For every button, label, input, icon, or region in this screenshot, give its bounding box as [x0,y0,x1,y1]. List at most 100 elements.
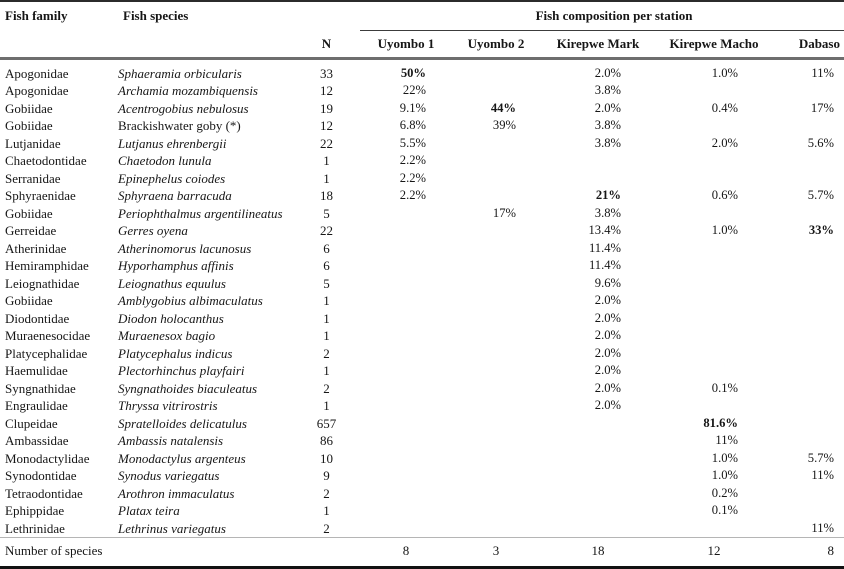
percent-value: 1.0% [711,450,738,465]
station-value-cell-dabaso [772,415,844,433]
species-cell: Atherinomorus lacunosus [118,240,252,256]
family-cell: Haemulidae [5,363,68,378]
n-cell: 657 [293,415,360,433]
family-cell: Muraenesocidae [5,328,91,343]
species-cell: Ambassis natalensis [118,433,224,448]
station-value-cell-dabaso [772,485,844,503]
family-cell: Ephippidae [5,503,65,518]
n-value: 2 [323,485,330,501]
species-cell: Lutjanus ehrenbergii [118,135,227,151]
station-value-cell-kirepwe-mark: 3.8% [540,82,656,100]
n-value: 9 [323,468,330,483]
species-cell: Leiognathus equulus [118,275,226,291]
n-value: 5 [323,205,330,221]
table-row: Syngnathidae Syngnathoides biaculeatus 2… [0,380,844,398]
col-header-kirepwe-mark: Kirepwe Mark [540,30,656,60]
station-value-cell-uyombo-1 [360,362,452,380]
station-value-cell-uyombo-2 [452,257,540,275]
family-cell: Lutjanidae [5,135,61,151]
station-value-cell-uyombo-1 [360,432,452,450]
family-cell: Tetraodontidae [5,485,83,501]
species-cell: Archamia mozambiquensis [118,83,258,98]
station-value-cell-uyombo-2 [452,485,540,503]
col-header-uyombo-2: Uyombo 2 [452,30,540,60]
n-cell: 1 [293,292,360,310]
percent-value: 5.5% [399,135,426,150]
table-row: Serranidae Epinephelus coiodes 1 2.2% [0,170,844,188]
species-cell: Gerres oyena [118,223,188,238]
station-value-cell-uyombo-1: 22% [360,82,452,100]
station-value-cell-uyombo-1: 9.1% [360,100,452,118]
n-value: 18 [320,188,333,203]
family-cell: Chaetodontidae [5,153,87,168]
station-value-cell-uyombo-1 [360,222,452,240]
station-value-cell-uyombo-1 [360,450,452,468]
family-cell: Gerreidae [5,223,57,238]
family-cell: Diodontidae [5,310,70,326]
station-value-cell-kirepwe-mark [540,502,656,520]
station-value-cell-uyombo-2 [452,467,540,485]
n-cell: 2 [293,485,360,503]
station-value-cell-kirepwe-macho [656,170,772,188]
percent-value: 1.0% [711,65,738,80]
station-value-cell-dabaso [772,397,844,415]
table-row: Apogonidae Archamia mozambiquensis 12 22… [0,82,844,100]
n-cell: 10 [293,450,360,468]
station-value-cell-uyombo-1 [360,240,452,258]
family-cell: Apogonidae [5,65,69,81]
species-cell: Monodactylus argenteus [118,450,246,466]
table-row: Diodontidae Diodon holocanthus 1 2.0% [0,310,844,328]
station-value-cell-kirepwe-mark [540,485,656,503]
col-header-uyombo-1: Uyombo 1 [360,30,452,60]
percent-value: 1.0% [711,468,738,482]
footer-label: Number of species [0,537,360,569]
n-value: 22 [320,223,333,238]
footer-value-dabaso: 8 [772,537,844,569]
station-value-cell-kirepwe-macho [656,520,772,538]
table-row: Muraenesocidae Muraenesox bagio 1 2.0% [0,327,844,345]
station-value-cell-uyombo-1: 6.8% [360,117,452,135]
station-value-cell-kirepwe-mark [540,415,656,433]
station-value-cell-kirepwe-mark: 2.0% [540,100,656,118]
station-value-cell-uyombo-1 [360,345,452,363]
station-value-cell-kirepwe-mark: 2.0% [540,345,656,363]
footer-value-kirepwe-mark: 18 [540,537,656,569]
station-value-cell-kirepwe-mark: 2.0% [540,362,656,380]
station-value-cell-kirepwe-mark: 2.0% [540,310,656,328]
species-cell: Brackishwater goby (*) [118,118,241,133]
station-value-cell-uyombo-1 [360,380,452,398]
station-value-cell-uyombo-1: 2.2% [360,152,452,170]
station-value-cell-uyombo-2 [452,520,540,538]
n-value: 33 [320,65,333,81]
station-value-cell-dabaso: 17% [772,100,844,118]
percent-value: 2.0% [711,135,738,150]
station-value-cell-kirepwe-macho: 0.1% [656,380,772,398]
percent-value: 5.7% [807,450,834,465]
station-value-cell-uyombo-1 [360,520,452,538]
station-value-cell-dabaso [772,380,844,398]
station-value-cell-uyombo-2 [452,362,540,380]
n-cell: 1 [293,362,360,380]
station-value-cell-dabaso: 5.7% [772,450,844,468]
station-value-cell-uyombo-2 [452,292,540,310]
station-value-cell-kirepwe-macho: 1.0% [656,450,772,468]
col-group-header-composition: Fish composition per station [360,1,844,31]
n-cell: 86 [293,432,360,450]
station-value-cell-kirepwe-macho [656,240,772,258]
table-row: Ambassidae Ambassis natalensis 86 11% [0,432,844,450]
n-cell: 1 [293,397,360,415]
station-value-cell-dabaso [772,345,844,363]
table-row: Gobiidae Acentrogobius nebulosus 19 9.1%… [0,100,844,118]
percent-value: 5.7% [807,188,834,202]
n-value: 2 [323,520,330,536]
station-value-cell-kirepwe-macho [656,327,772,345]
percent-value: 2.0% [594,100,621,115]
station-value-cell-kirepwe-macho [656,117,772,135]
station-value-cell-uyombo-1 [360,327,452,345]
n-value: 1 [323,153,330,168]
percent-value: 5.6% [807,135,834,150]
station-value-cell-dabaso [772,152,844,170]
station-value-cell-uyombo-2: 39% [452,117,540,135]
station-value-cell-kirepwe-macho: 81.6% [656,415,772,433]
species-cell: Sphaeramia orbicularis [118,65,242,81]
